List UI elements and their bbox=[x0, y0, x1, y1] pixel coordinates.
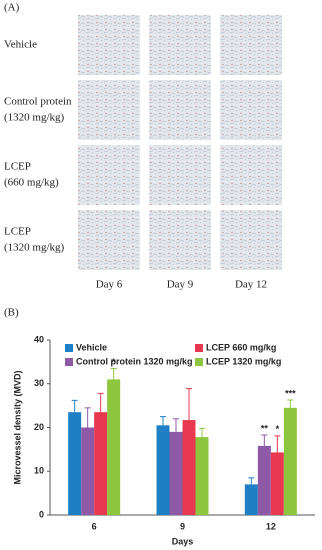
error-bar bbox=[173, 418, 179, 432]
micrograph bbox=[78, 210, 140, 270]
micrograph bbox=[149, 145, 211, 205]
row-label: (1320 mg/kg) bbox=[4, 112, 65, 124]
error-bar bbox=[261, 434, 268, 446]
micrograph bbox=[149, 15, 211, 75]
legend-label: LCEP 1320 mg/kg bbox=[206, 356, 281, 366]
error-bar bbox=[186, 388, 192, 421]
legend-label: Vehicle bbox=[76, 342, 107, 352]
bar bbox=[169, 431, 183, 515]
micrograph bbox=[220, 145, 282, 205]
micrograph bbox=[149, 210, 211, 270]
row-label: LCEP bbox=[4, 161, 31, 173]
micrograph bbox=[149, 80, 211, 140]
micrograph bbox=[220, 15, 282, 75]
bar bbox=[270, 452, 284, 515]
error-bar bbox=[71, 399, 78, 413]
error-bar bbox=[199, 427, 205, 438]
error-bar bbox=[274, 435, 281, 453]
micrograph bbox=[78, 80, 140, 140]
error-bar bbox=[97, 392, 104, 413]
significance-label: *** bbox=[285, 388, 296, 398]
x-tick-label: 6 bbox=[92, 521, 97, 531]
bar bbox=[257, 445, 271, 515]
row-label: Vehicle bbox=[4, 39, 37, 51]
x-tick-label: 9 bbox=[180, 521, 185, 531]
micrograph bbox=[220, 80, 282, 140]
row-label: Control protein bbox=[4, 96, 72, 108]
panel-label: (B) bbox=[4, 307, 19, 319]
row-label: (660 mg/kg) bbox=[4, 177, 59, 189]
row-label: (1320 mg/kg) bbox=[4, 242, 65, 254]
row-label: LCEP bbox=[4, 226, 31, 238]
legend-label: LCEP 660 mg/kg bbox=[206, 342, 276, 352]
panel-label: (A) bbox=[4, 2, 20, 14]
micrograph bbox=[78, 15, 140, 75]
legend-swatch bbox=[195, 358, 203, 366]
significance-label: * bbox=[112, 357, 116, 367]
significance-label: * bbox=[276, 424, 280, 434]
y-axis-title: Microvessel density (MVD) bbox=[12, 370, 22, 484]
column-label: Day 6 bbox=[96, 279, 123, 291]
legend-swatch bbox=[65, 344, 73, 352]
bar bbox=[182, 420, 196, 515]
bar bbox=[94, 412, 108, 515]
column-label: Day 12 bbox=[235, 279, 267, 291]
x-axis-title: Days bbox=[172, 536, 194, 546]
error-bar bbox=[84, 407, 91, 428]
bar bbox=[283, 407, 297, 515]
bar bbox=[156, 425, 170, 515]
column-label: Day 9 bbox=[167, 279, 194, 291]
x-tick-label: 12 bbox=[266, 521, 276, 531]
bar bbox=[195, 437, 209, 515]
error-bar bbox=[110, 367, 117, 380]
y-tick-label: 0 bbox=[39, 509, 44, 519]
significance-label: ** bbox=[261, 423, 269, 433]
error-bar bbox=[248, 477, 255, 485]
bar bbox=[68, 412, 82, 515]
legend-label: Control protein 1320 mg/kg bbox=[76, 356, 193, 366]
y-tick-label: 10 bbox=[34, 466, 44, 476]
bar bbox=[81, 427, 95, 515]
legend-swatch bbox=[65, 358, 73, 366]
bar bbox=[107, 379, 121, 515]
bar bbox=[244, 484, 258, 515]
y-tick-label: 30 bbox=[34, 378, 44, 388]
error-bar bbox=[160, 416, 166, 426]
micrograph bbox=[78, 145, 140, 205]
y-tick-label: 40 bbox=[34, 334, 44, 344]
legend-swatch bbox=[195, 344, 203, 352]
micrograph bbox=[220, 210, 282, 270]
error-bar bbox=[287, 399, 294, 408]
y-tick-label: 20 bbox=[34, 422, 44, 432]
